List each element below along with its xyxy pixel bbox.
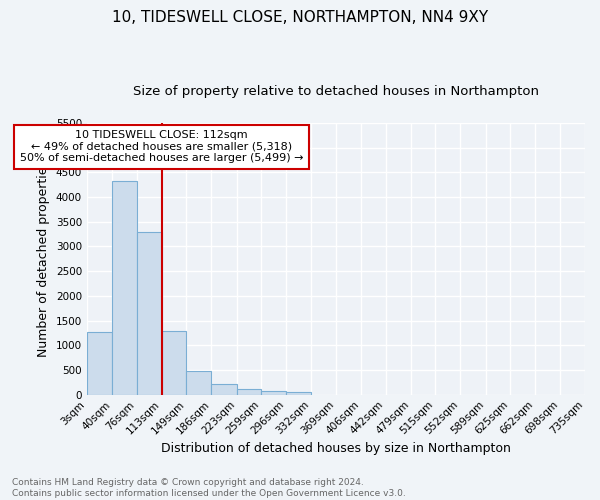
Bar [286,392,311,394]
Bar [87,332,112,394]
X-axis label: Distribution of detached houses by size in Northampton: Distribution of detached houses by size … [161,442,511,455]
Bar [261,392,286,394]
Bar [112,180,137,394]
Text: 10 TIDESWELL CLOSE: 112sqm
← 49% of detached houses are smaller (5,318)
50% of s: 10 TIDESWELL CLOSE: 112sqm ← 49% of deta… [20,130,304,164]
Text: Contains HM Land Registry data © Crown copyright and database right 2024.
Contai: Contains HM Land Registry data © Crown c… [12,478,406,498]
Y-axis label: Number of detached properties: Number of detached properties [37,160,50,358]
Bar [211,384,236,394]
Text: 10, TIDESWELL CLOSE, NORTHAMPTON, NN4 9XY: 10, TIDESWELL CLOSE, NORTHAMPTON, NN4 9X… [112,10,488,25]
Bar [137,232,162,394]
Bar [186,371,211,394]
Bar [236,390,261,394]
Title: Size of property relative to detached houses in Northampton: Size of property relative to detached ho… [133,85,539,98]
Bar [162,332,186,394]
